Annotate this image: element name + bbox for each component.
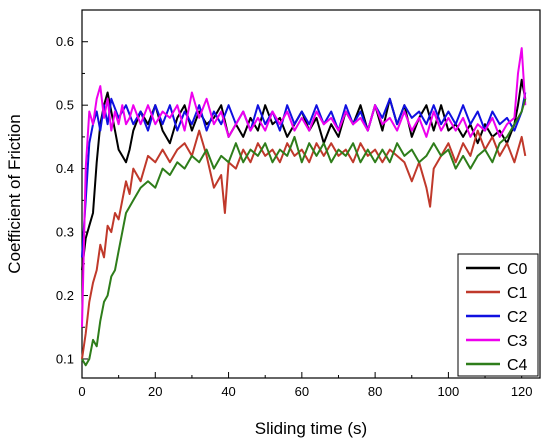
x-tick-label: 0 [78,384,85,399]
series-layer [81,47,527,367]
series-line-c3 [81,47,527,328]
x-tick-label: 120 [511,384,533,399]
y-axis-ticks: 0.1 0.2 0.3 0.4 0.5 0.6 [56,9,88,366]
y-tick-label: 0.4 [56,161,74,176]
series-line-c2 [81,92,527,258]
legend-label-c0: C0 [507,261,528,278]
y-tick-label: 0.6 [56,34,74,49]
x-tick-label: 40 [221,384,235,399]
legend-label-c3: C3 [507,333,528,350]
y-tick-label: 0.2 [56,288,74,303]
x-axis-label: Sliding time (s) [255,419,367,438]
plot-frame [81,9,541,379]
y-tick-label: 0.5 [56,98,74,113]
x-tick-label: 60 [295,384,309,399]
series-line-c1 [81,129,527,360]
y-axis-label: Coefficient of Friction [5,114,24,273]
legend: C0 C1 C2 C3 C4 [457,253,539,377]
series-line-c0 [81,78,527,271]
x-tick-label: 100 [438,384,460,399]
y-tick-label: 0.3 [56,225,74,240]
x-tick-label: 80 [368,384,382,399]
legend-label-c4: C4 [507,357,528,374]
x-tick-label: 20 [148,384,162,399]
y-tick-label: 0.1 [56,351,74,366]
legend-label-c1: C1 [507,285,528,302]
x-axis-ticks: 0 20 40 60 80 100 120 [78,372,533,399]
legend-label-c2: C2 [507,309,528,326]
series-line-c4 [81,98,527,367]
